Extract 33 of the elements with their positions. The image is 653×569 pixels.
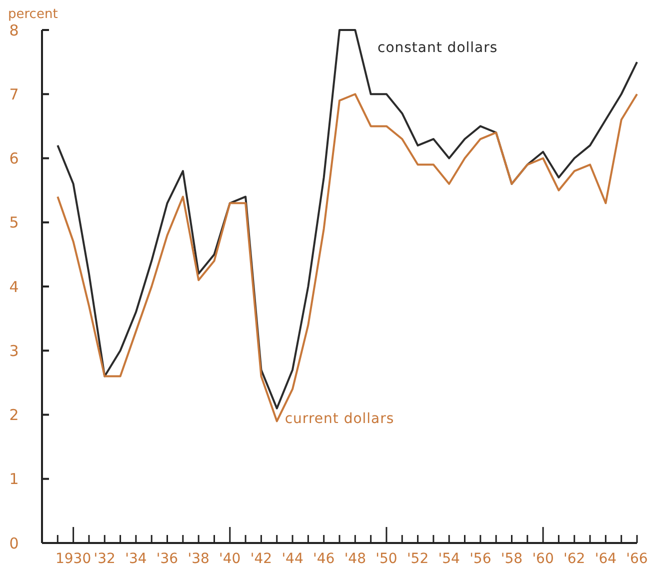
x-tick-label: '32	[94, 551, 116, 567]
x-tick-label: '46	[313, 551, 335, 567]
x-tick-label: '52	[406, 551, 429, 567]
x-tick-label: '48	[344, 551, 366, 567]
x-tick-label: '66	[626, 551, 648, 567]
x-tick-label: '60	[532, 551, 554, 567]
x-tick-label: '56	[470, 551, 492, 567]
x-tick-label: 1930	[55, 551, 92, 567]
x-tick-label: '50	[376, 551, 398, 567]
line-series	[56, 93, 638, 422]
series-label: constant dollars	[378, 40, 498, 56]
x-tick-label: '54	[438, 551, 460, 567]
y-tick-label: 8	[9, 21, 19, 40]
y-tick-label: 7	[9, 85, 19, 104]
y-axis-title: percent	[8, 7, 58, 22]
line-series	[56, 29, 638, 410]
x-tick-label: '34	[125, 551, 147, 567]
x-tick-label: '36	[156, 551, 178, 567]
x-tick-label: '40	[219, 551, 241, 567]
y-tick-label: 6	[9, 150, 19, 168]
y-tick-label: 5	[9, 214, 19, 232]
y-tick-label: 2	[9, 406, 19, 424]
x-tick-label: '44	[282, 551, 304, 567]
x-tick-label: '58	[500, 551, 523, 567]
y-tick-label: 3	[9, 342, 19, 360]
y-tick-label: 0	[9, 534, 19, 552]
y-tick-label: 1	[9, 470, 19, 488]
x-tick-label: '38	[188, 551, 210, 567]
x-tick-label: '62	[564, 551, 586, 567]
series-label: current dollars	[284, 411, 394, 428]
x-tick-label: '64	[594, 551, 617, 567]
y-tick-label: 4	[9, 278, 19, 296]
x-tick-label: '42	[250, 551, 272, 567]
